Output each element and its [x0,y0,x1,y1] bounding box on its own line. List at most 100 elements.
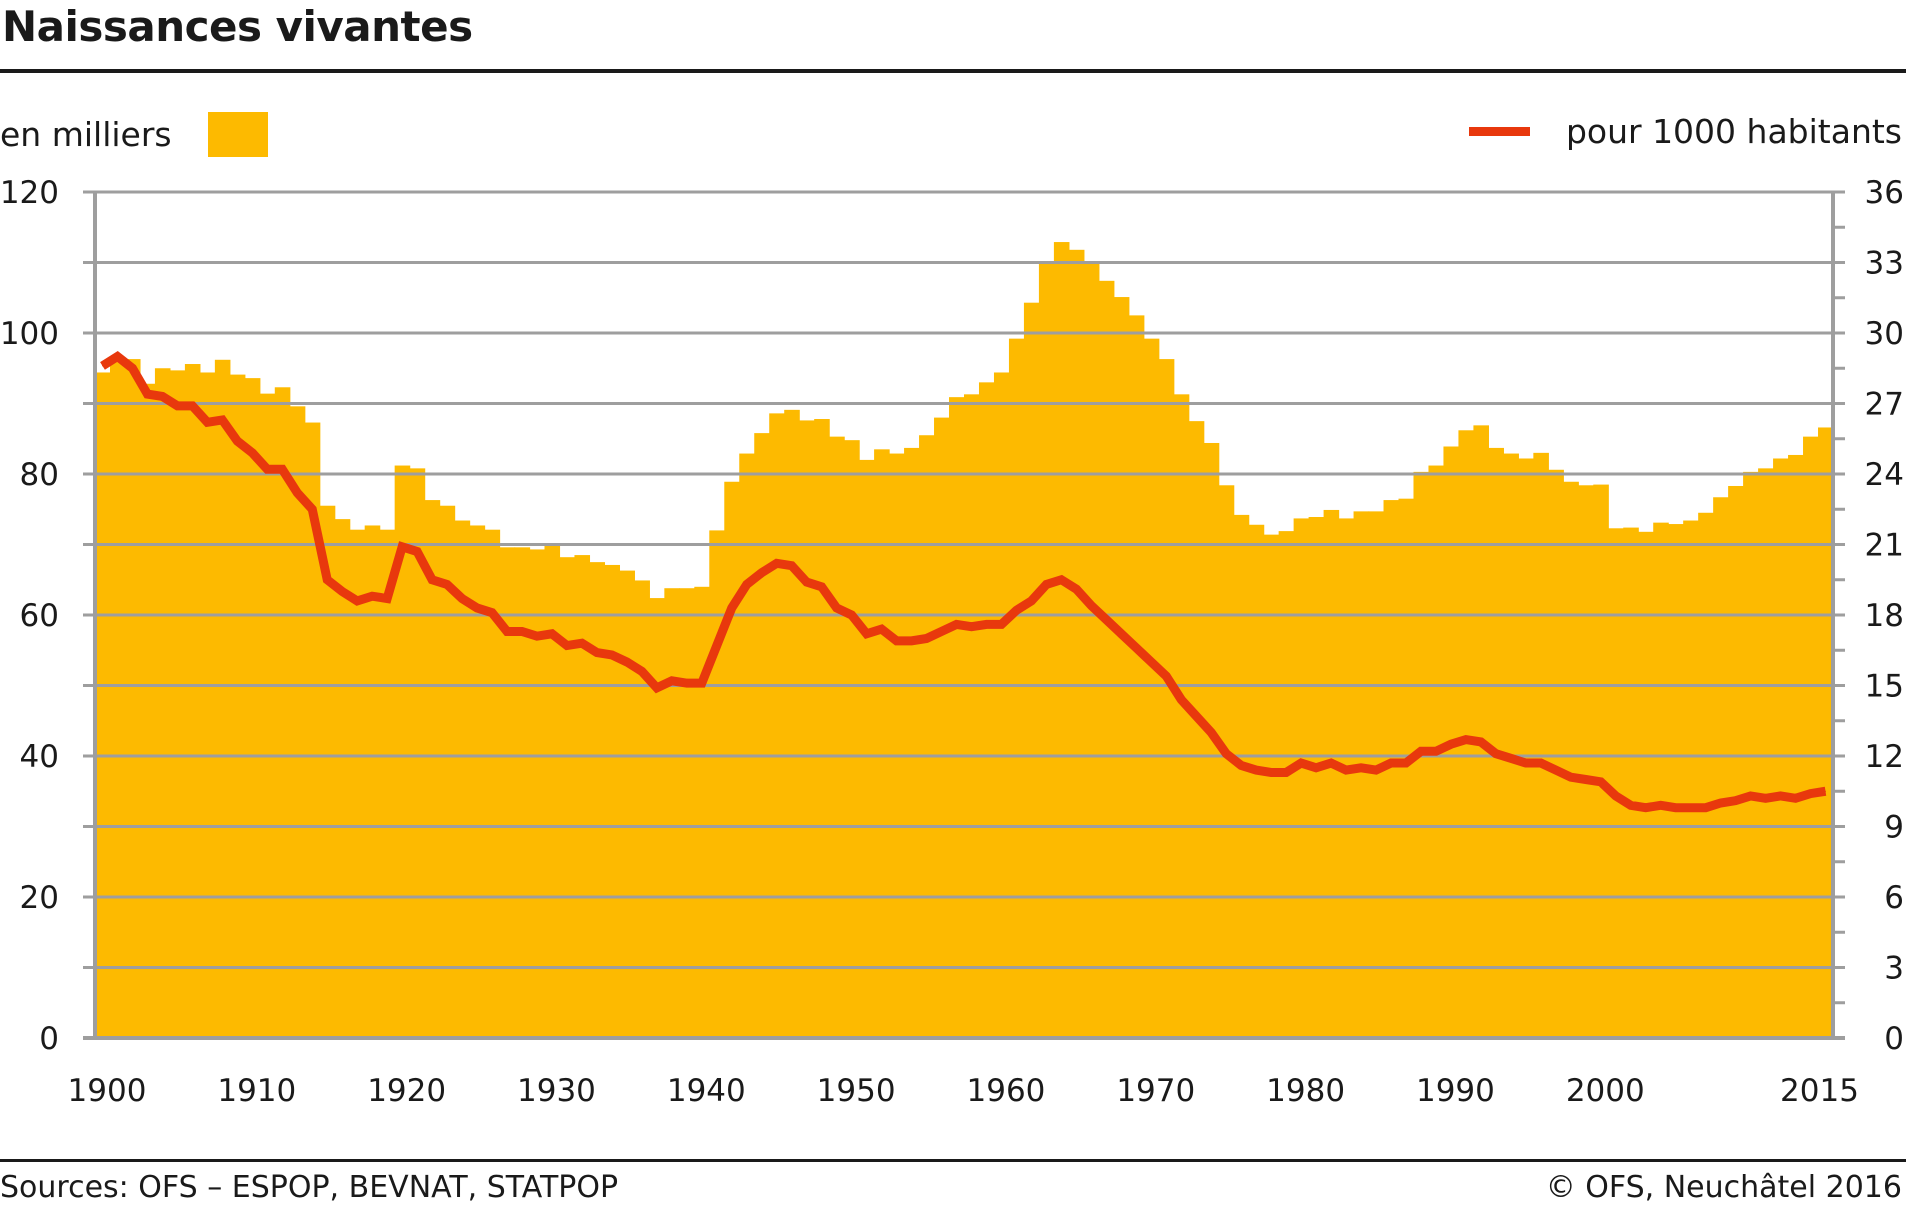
x-tick-label: 1960 [967,1073,1046,1109]
bar-1959 [978,382,995,1039]
bar-2015 [1818,427,1834,1039]
rate-point-1923 [446,583,448,585]
y-right-tick-label: 24 [1865,457,1904,493]
bar-1932 [574,555,591,1038]
bar-1975 [1218,485,1235,1038]
rate-point-2012 [1780,795,1782,797]
y-right-tick-label: 30 [1865,316,1904,352]
bar-1996 [1533,452,1549,1039]
rate-point-2006 [1690,807,1692,809]
bar-1971 [1158,359,1175,1039]
bar-1950 [844,440,860,1038]
rate-point-1970 [1150,661,1152,663]
bar-2005 [1668,524,1684,1038]
rate-point-2007 [1705,807,1707,809]
rate-point-1954 [911,640,913,642]
rate-point-2002 [1630,804,1632,806]
rate-point-1972 [1180,699,1182,701]
rate-point-1987 [1405,762,1407,764]
rate-point-1974 [1210,732,1212,733]
bar-1997 [1548,469,1564,1038]
bar-2011 [1758,468,1774,1038]
rate-point-1968 [1120,633,1122,635]
rate-point-1925 [476,607,478,609]
rate-point-1941 [716,645,718,647]
rate-point-1965 [1075,588,1077,590]
bar-1984 [1353,511,1370,1038]
rate-point-1986 [1390,762,1392,764]
birth-rate-line [100,351,1827,813]
rate-point-1931 [566,645,568,647]
bar-1913 [289,406,306,1038]
rate-point-1905 [176,405,178,407]
bar-1920 [394,465,411,1038]
y-right-tick-label: 6 [1884,880,1904,916]
bar-2002 [1623,527,1639,1038]
rate-point-1936 [641,670,643,672]
bar-1947 [799,420,815,1038]
y-right-tick-label: 27 [1865,387,1904,423]
bar-1976 [1233,514,1250,1038]
bar-1961 [1008,338,1025,1038]
legend-line: pour 1000 habitants [1468,112,1902,151]
rate-point-2013 [1795,797,1797,799]
bar-1916 [334,519,351,1038]
bar-1987 [1398,498,1415,1038]
rate-point-1914 [311,508,313,510]
bar-1955 [919,435,935,1039]
y-right-tick-label: 33 [1865,246,1904,282]
rate-point-1901 [116,356,118,357]
rate-point-1983 [1345,769,1347,771]
rate-point-1990 [1450,743,1452,745]
bar-1906 [184,364,201,1038]
bar-2001 [1608,528,1624,1038]
rate-point-1962 [1030,600,1032,602]
bar-1949 [829,436,845,1038]
rate-point-2009 [1735,800,1737,802]
bar-1966 [1083,262,1100,1038]
bar-1952 [874,449,890,1039]
rate-point-1929 [536,635,538,637]
x-tick-label: 1920 [367,1073,446,1109]
rate-point-2000 [1600,781,1602,783]
bar-1923 [439,505,456,1039]
rate-point-1953 [896,640,898,642]
bar-1998 [1563,481,1579,1038]
bar-1936 [634,580,650,1038]
rate-point-1933 [596,652,598,654]
rate-point-2014 [1810,793,1812,795]
bar-1978 [1263,534,1280,1038]
rate-point-1995 [1525,762,1527,764]
rate-point-1999 [1585,779,1587,780]
rate-point-1945 [776,562,778,564]
rate-point-1912 [281,468,283,470]
rate-point-1942 [731,607,733,609]
rate-point-1932 [581,642,583,644]
bar-1967 [1098,280,1115,1039]
rate-point-1989 [1435,750,1437,752]
rate-point-1900 [101,365,103,367]
rate-point-1957 [956,623,958,625]
bar-1925 [469,525,486,1038]
legend-bars: en milliers [0,112,268,157]
rate-point-1988 [1420,750,1422,752]
bar-1900 [95,372,111,1039]
rate-point-1991 [1465,739,1467,741]
bar-1917 [349,529,366,1038]
bar-1908 [214,359,231,1038]
bar-1979 [1278,531,1295,1038]
rate-point-1909 [236,440,238,442]
bar-1930 [544,545,561,1038]
rate-point-1902 [131,367,133,369]
rate-point-1967 [1105,619,1107,621]
bar-2000 [1593,484,1609,1039]
rate-point-1908 [221,419,223,421]
y-right-tick-label: 12 [1865,739,1904,775]
y-left-tick-label: 80 [20,457,59,493]
rate-point-1935 [626,661,628,663]
rate-point-2005 [1675,807,1677,809]
rate-point-2004 [1660,804,1662,806]
bar-1963 [1038,262,1055,1038]
bar-1929 [529,549,546,1038]
bar-1958 [964,394,980,1039]
